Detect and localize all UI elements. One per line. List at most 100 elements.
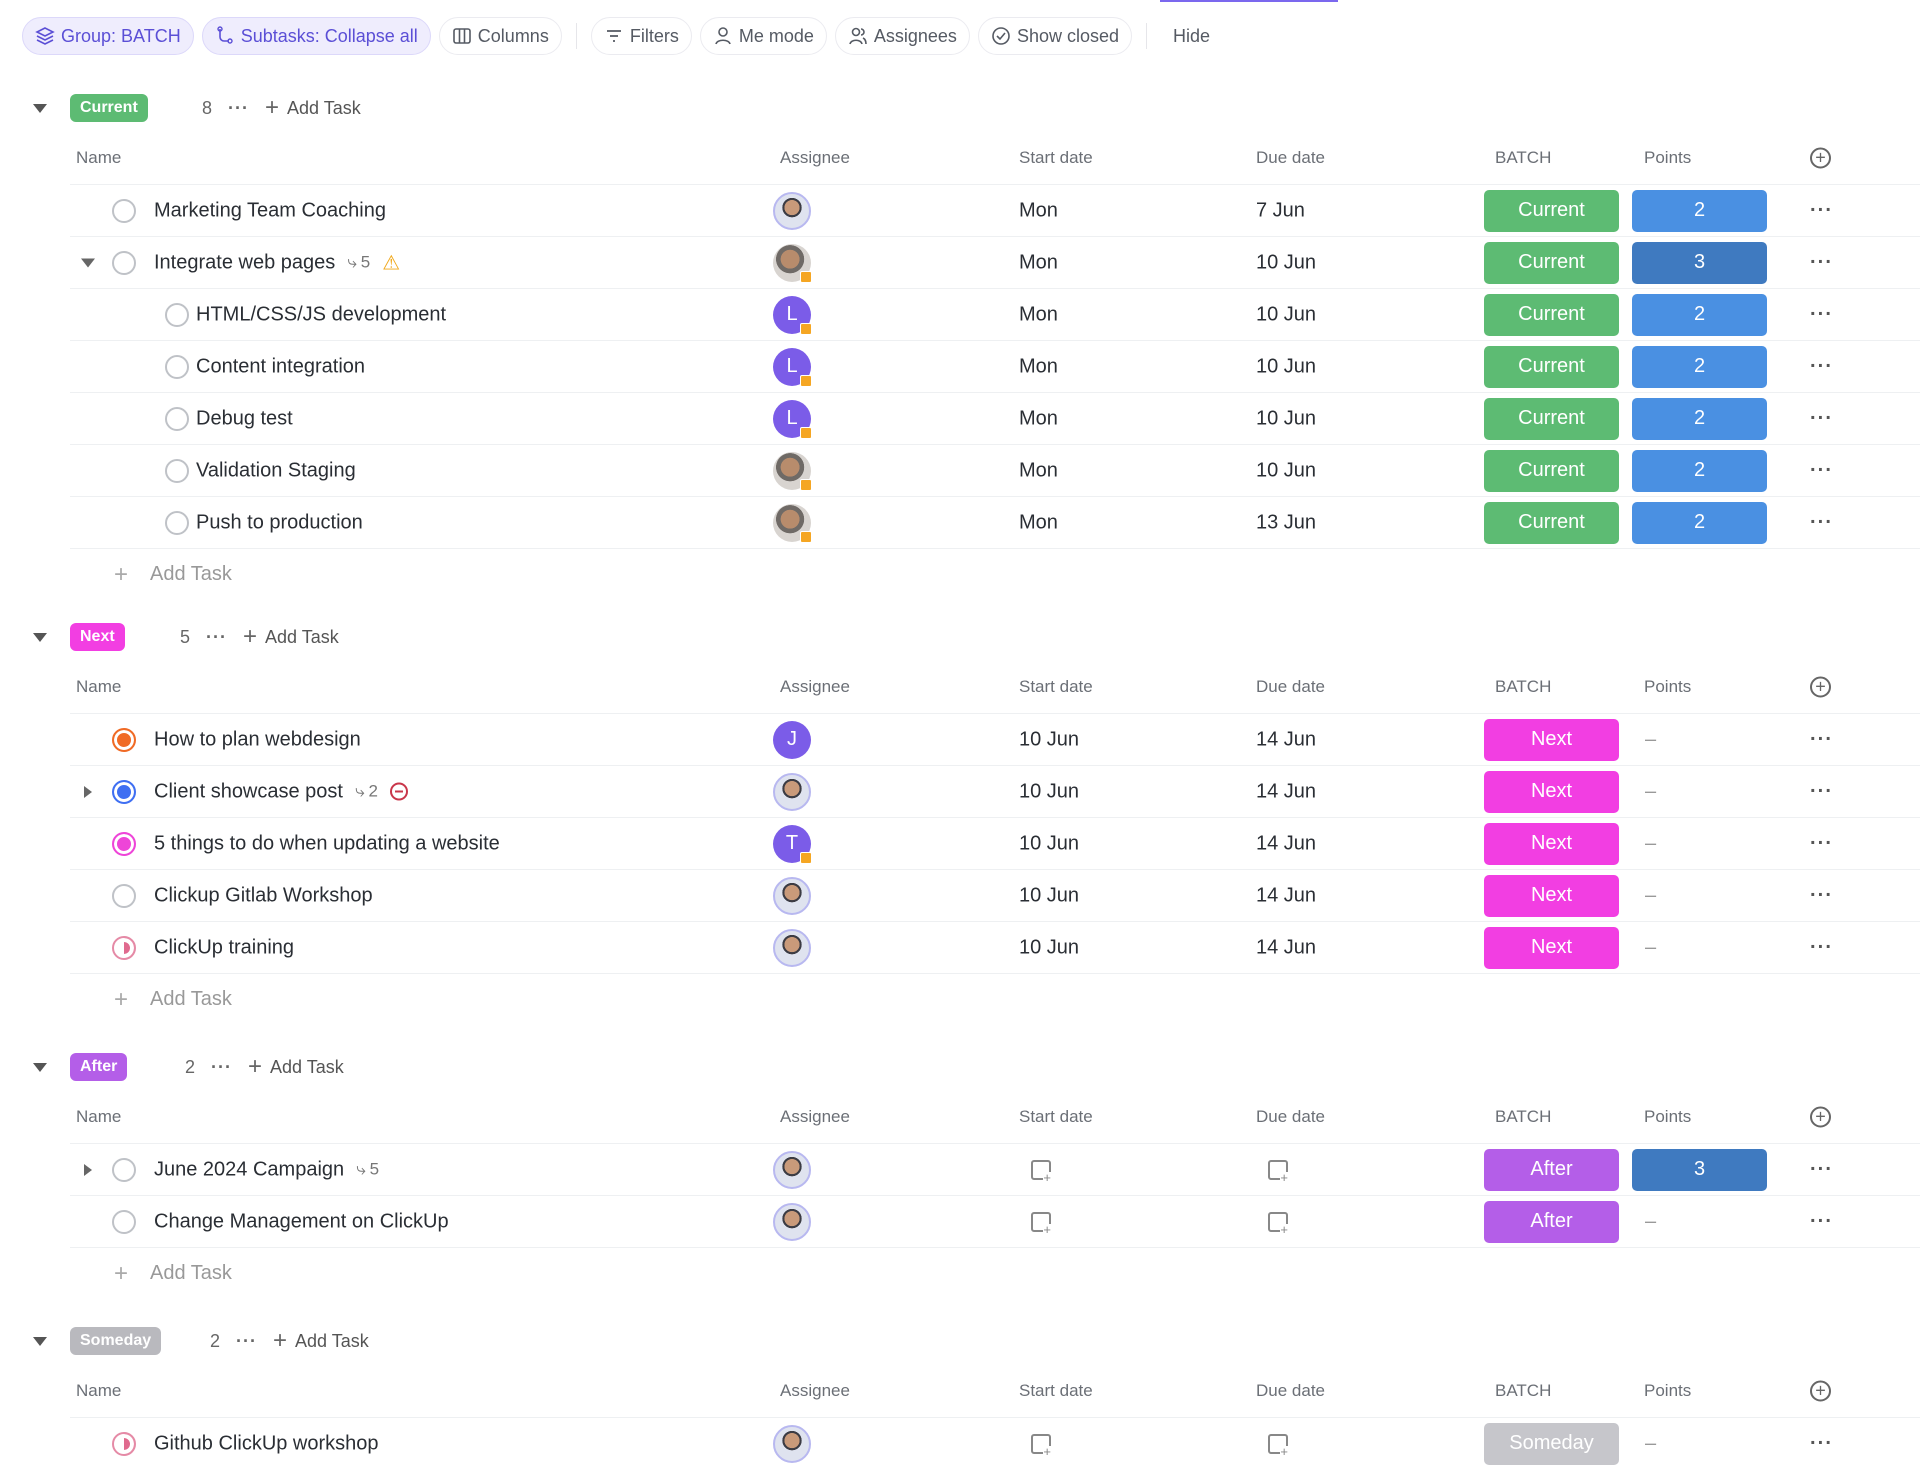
column-header-assignee[interactable]: Assignee bbox=[780, 677, 850, 696]
group-add-task-button[interactable]: + Add Task bbox=[273, 1329, 369, 1353]
task-name[interactable]: Debug test bbox=[196, 407, 293, 429]
row-more-icon[interactable]: ··· bbox=[1810, 355, 1833, 377]
add-task-row[interactable]: + Add Task bbox=[70, 548, 1920, 600]
points-pill[interactable]: 2 bbox=[1632, 397, 1767, 440]
task-row[interactable]: Clickup Gitlab Workshop 10 Jun 14 Jun Next –… bbox=[70, 869, 1920, 921]
row-more-icon[interactable]: ··· bbox=[1810, 1158, 1833, 1180]
status-checkbox[interactable] bbox=[112, 250, 136, 275]
task-due-date[interactable]: 14 Jun bbox=[1256, 884, 1317, 906]
task-start-date[interactable]: Mon bbox=[1019, 407, 1058, 429]
expand-caret-icon[interactable] bbox=[84, 785, 92, 798]
column-header-name[interactable]: Name bbox=[76, 677, 122, 696]
add-column-icon[interactable]: + bbox=[1810, 676, 1831, 698]
task-row[interactable]: Content integration L Mon 10 Jun Current 2 ··· bbox=[70, 340, 1920, 392]
task-start-date[interactable]: 10 Jun bbox=[1019, 832, 1080, 854]
assignee-avatar[interactable] bbox=[773, 1202, 811, 1241]
points-empty[interactable]: – bbox=[1645, 728, 1657, 750]
toolbar-group-batch-button[interactable]: Group: BATCH bbox=[22, 17, 194, 55]
assignee-avatar[interactable]: L bbox=[773, 295, 812, 335]
add-task-button[interactable]: + Add Task bbox=[114, 987, 232, 1012]
row-more-icon[interactable]: ··· bbox=[1810, 1432, 1833, 1454]
group-add-task-button[interactable]: + Add Task bbox=[265, 96, 361, 120]
column-header-assignee[interactable]: Assignee bbox=[780, 1381, 850, 1400]
task-name[interactable]: Github ClickUp workshop bbox=[154, 1432, 379, 1454]
task-row[interactable]: Integrate web pages ⤷ 5 ⚠ Mon 10 Jun Current 3 ·… bbox=[70, 236, 1920, 288]
column-header-points[interactable]: Points bbox=[1644, 148, 1692, 167]
assignee-avatar[interactable] bbox=[773, 503, 812, 543]
task-row[interactable]: Validation Staging Mon 10 Jun Current 2 ··· bbox=[70, 444, 1920, 496]
status-checkbox[interactable] bbox=[112, 1209, 136, 1234]
assignee-avatar[interactable]: L bbox=[773, 347, 812, 387]
task-due-date[interactable]: 14 Jun bbox=[1256, 728, 1317, 750]
toolbar-columns-button[interactable]: Columns bbox=[438, 17, 562, 55]
points-empty[interactable]: – bbox=[1645, 780, 1657, 802]
column-header-start[interactable]: Start date bbox=[1019, 148, 1093, 167]
batch-pill[interactable]: Current bbox=[1484, 501, 1619, 544]
task-due-date[interactable]: 7 Jun bbox=[1256, 199, 1305, 221]
points-pill[interactable]: 2 bbox=[1632, 293, 1767, 336]
task-start-date[interactable]: 10 Jun bbox=[1019, 936, 1080, 958]
collapse-caret-icon[interactable] bbox=[33, 632, 47, 642]
group-more-icon[interactable]: ··· bbox=[236, 1330, 257, 1351]
column-header-points[interactable]: Points bbox=[1644, 1381, 1692, 1400]
task-due-date[interactable]: 10 Jun bbox=[1256, 459, 1317, 481]
add-task-button[interactable]: + Add Task bbox=[114, 562, 232, 587]
add-column-icon[interactable]: + bbox=[1810, 1106, 1831, 1128]
assignee-avatar[interactable]: T bbox=[773, 824, 812, 864]
task-name[interactable]: June 2024 Campaign bbox=[154, 1158, 345, 1180]
task-row[interactable]: Debug test L Mon 10 Jun Current 2 ··· bbox=[70, 392, 1920, 444]
task-due-date[interactable]: 10 Jun bbox=[1256, 407, 1317, 429]
group-add-task-button[interactable]: + Add Task bbox=[243, 625, 339, 649]
column-header-batch[interactable]: BATCH bbox=[1495, 677, 1552, 696]
points-pill[interactable]: 3 bbox=[1632, 241, 1767, 284]
row-more-icon[interactable]: ··· bbox=[1810, 303, 1833, 325]
task-row[interactable]: Client showcase post ⤷ 2 10 Jun 14 Jun Next – ·… bbox=[70, 765, 1920, 817]
points-pill[interactable]: 2 bbox=[1632, 449, 1767, 492]
task-due-date[interactable]: 10 Jun bbox=[1256, 355, 1317, 377]
task-name[interactable]: Content integration bbox=[196, 355, 366, 377]
points-empty[interactable]: – bbox=[1645, 936, 1657, 958]
task-row[interactable]: Marketing Team Coaching Mon 7 Jun Current 2 ·… bbox=[70, 184, 1920, 236]
task-start-date[interactable]: 10 Jun bbox=[1019, 728, 1080, 750]
assignee-avatar[interactable] bbox=[773, 243, 812, 283]
task-row[interactable]: How to plan webdesign J 10 Jun 14 Jun Next – ·… bbox=[70, 713, 1920, 765]
status-checkbox[interactable] bbox=[165, 406, 189, 431]
calendar-add-icon[interactable] bbox=[1031, 1211, 1051, 1236]
task-start-date[interactable]: Mon bbox=[1019, 511, 1058, 533]
group-more-icon[interactable]: ··· bbox=[228, 97, 249, 118]
status-checkbox[interactable] bbox=[165, 354, 189, 379]
points-empty[interactable]: – bbox=[1645, 884, 1657, 906]
task-name[interactable]: HTML/CSS/JS development bbox=[196, 303, 447, 325]
row-more-icon[interactable]: ··· bbox=[1810, 728, 1833, 750]
assignee-avatar[interactable] bbox=[773, 876, 811, 915]
batch-pill[interactable]: Current bbox=[1484, 293, 1619, 336]
column-header-batch[interactable]: BATCH bbox=[1495, 1107, 1552, 1126]
row-more-icon[interactable]: ··· bbox=[1810, 251, 1833, 273]
status-checkbox[interactable] bbox=[112, 727, 136, 752]
task-name[interactable]: Validation Staging bbox=[196, 459, 356, 481]
toolbar-filters-button[interactable]: Filters bbox=[590, 17, 692, 55]
task-due-date[interactable]: 14 Jun bbox=[1256, 780, 1317, 802]
status-checkbox[interactable] bbox=[112, 883, 136, 908]
calendar-add-icon[interactable] bbox=[1031, 1433, 1051, 1458]
column-header-start[interactable]: Start date bbox=[1019, 677, 1093, 696]
calendar-add-icon[interactable] bbox=[1268, 1433, 1288, 1458]
points-pill[interactable]: 2 bbox=[1632, 345, 1767, 388]
points-empty[interactable]: – bbox=[1645, 1432, 1657, 1454]
toolbar-me-mode-button[interactable]: Me mode bbox=[699, 17, 827, 55]
column-header-due[interactable]: Due date bbox=[1256, 1381, 1325, 1400]
batch-pill[interactable]: Current bbox=[1484, 241, 1619, 284]
assignee-avatar[interactable]: J bbox=[773, 720, 811, 759]
column-header-points[interactable]: Points bbox=[1644, 677, 1692, 696]
column-header-batch[interactable]: BATCH bbox=[1495, 1381, 1552, 1400]
task-name[interactable]: Client showcase post bbox=[154, 780, 343, 802]
row-more-icon[interactable]: ··· bbox=[1810, 511, 1833, 533]
task-name[interactable]: Marketing Team Coaching bbox=[154, 199, 386, 221]
hide-button[interactable]: Hide bbox=[1161, 17, 1223, 55]
task-due-date[interactable]: 10 Jun bbox=[1256, 303, 1317, 325]
subtask-count[interactable]: ⤷ 5 bbox=[356, 1160, 379, 1180]
column-header-due[interactable]: Due date bbox=[1256, 148, 1325, 167]
task-row[interactable]: Change Management on ClickUp After – ··· bbox=[70, 1195, 1920, 1247]
task-name[interactable]: How to plan webdesign bbox=[154, 728, 361, 750]
group-more-icon[interactable]: ··· bbox=[211, 1056, 232, 1077]
